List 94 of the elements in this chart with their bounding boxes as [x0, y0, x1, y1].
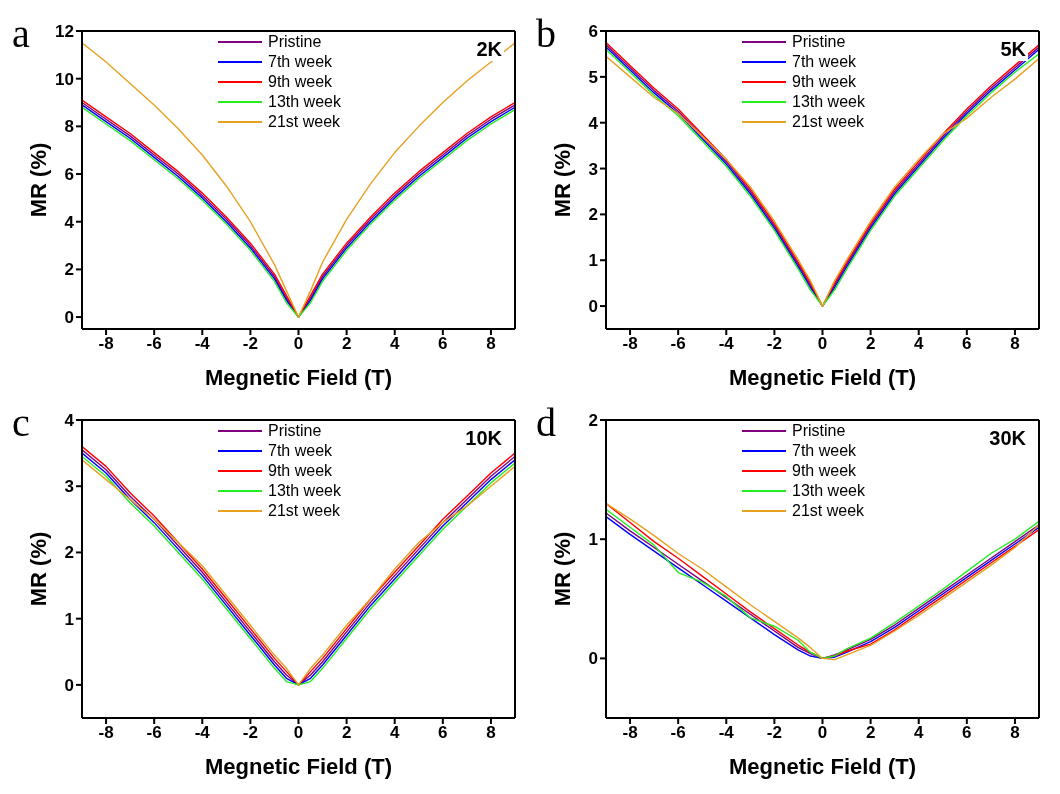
chart-title: b — [536, 11, 556, 56]
x-tick-label: 8 — [486, 334, 496, 354]
legend-label: 9th week — [792, 462, 857, 480]
x-tick-label: 4 — [389, 334, 400, 354]
x-tick-label: 6 — [438, 723, 448, 743]
y-tick-label: 3 — [64, 477, 74, 497]
legend-label: 13th week — [792, 93, 865, 111]
y-axis-title: MR (%) — [25, 142, 51, 218]
legend-label: 13th week — [792, 482, 865, 500]
annotation: 5K — [998, 38, 1028, 61]
x-axis-title: Megnetic Field (T) — [205, 365, 392, 390]
legend-label: Pristine — [268, 33, 322, 51]
x-axis-title: Megnetic Field (T) — [205, 754, 392, 779]
x-tick-label: -2 — [242, 334, 258, 354]
x-tick-label: -4 — [718, 334, 735, 354]
legend-label: Pristine — [792, 33, 846, 51]
y-tick-label: 5 — [588, 67, 598, 87]
chart-title: a — [12, 11, 30, 56]
legend-label: Pristine — [268, 422, 322, 440]
y-axis-title: MR (%) — [549, 531, 575, 607]
legend-label: 9th week — [268, 73, 333, 91]
y-tick-label: 2 — [588, 411, 598, 431]
x-tick-label: 0 — [293, 334, 304, 354]
y-tick-label: 1 — [588, 530, 598, 550]
y-tick-label: 1 — [64, 609, 74, 629]
legend-label: 9th week — [792, 73, 857, 91]
legend-label: 13th week — [268, 93, 341, 111]
y-axis-title: MR (%) — [25, 531, 51, 607]
x-tick-label: 8 — [486, 723, 496, 743]
x-tick-label: 2 — [341, 723, 352, 743]
x-axis-title: Megnetic Field (T) — [729, 754, 916, 779]
x-tick-label: 0 — [817, 723, 828, 743]
legend-label: 21st week — [268, 113, 341, 131]
x-tick-label: 4 — [913, 334, 924, 354]
chart-title: d — [536, 400, 556, 445]
x-tick-label: 2 — [341, 334, 352, 354]
legend-label: 9th week — [268, 462, 333, 480]
x-tick-label: -8 — [622, 723, 638, 743]
x-axis-title: Megnetic Field (T) — [729, 365, 916, 390]
x-tick-label: 4 — [913, 723, 924, 743]
y-tick-label: 2 — [588, 205, 598, 225]
x-tick-label: -6 — [670, 723, 686, 743]
chart-title: c — [12, 400, 30, 445]
x-tick-label: 0 — [293, 723, 304, 743]
legend-label: 21st week — [792, 502, 865, 520]
y-tick-label: 6 — [64, 165, 74, 185]
y-tick-label: 4 — [588, 113, 599, 133]
x-tick-label: -2 — [766, 723, 782, 743]
x-tick-label: -2 — [242, 723, 258, 743]
x-tick-label: -6 — [146, 334, 162, 354]
x-tick-label: -8 — [622, 334, 638, 354]
y-tick-label: 0 — [588, 649, 598, 669]
y-tick-label: 8 — [64, 117, 74, 137]
legend-label: 13th week — [268, 482, 341, 500]
x-tick-label: 2 — [865, 723, 876, 743]
legend-label: 21st week — [268, 502, 341, 520]
y-tick-label: 10 — [55, 69, 74, 89]
x-tick-label: -4 — [718, 723, 735, 743]
legend-label: 7th week — [268, 53, 333, 71]
annotation: 10K — [463, 427, 504, 450]
x-tick-label: 8 — [1010, 723, 1020, 743]
y-axis-title: MR (%) — [549, 142, 575, 218]
x-tick-label: 6 — [962, 334, 972, 354]
legend-label: Pristine — [792, 422, 846, 440]
y-tick-label: 4 — [64, 212, 75, 232]
legend-label: 7th week — [792, 442, 857, 460]
y-tick-label: 1 — [588, 251, 598, 271]
legend-label: 21st week — [792, 113, 865, 131]
y-tick-label: 0 — [64, 675, 74, 695]
x-tick-label: -8 — [98, 723, 114, 743]
annotation: 30K — [987, 427, 1028, 450]
y-tick-label: 0 — [64, 308, 74, 328]
y-tick-label: 6 — [588, 22, 598, 42]
y-tick-label: 2 — [64, 260, 74, 280]
x-tick-label: -4 — [194, 334, 211, 354]
annotation: 2K — [474, 38, 504, 61]
x-tick-label: 6 — [438, 334, 448, 354]
x-tick-label: -6 — [670, 334, 686, 354]
x-tick-label: 0 — [817, 334, 828, 354]
y-tick-label: 0 — [588, 297, 598, 317]
y-tick-label: 12 — [55, 22, 74, 42]
x-tick-label: 6 — [962, 723, 972, 743]
x-tick-label: -2 — [766, 334, 782, 354]
y-tick-label: 2 — [64, 543, 74, 563]
y-tick-label: 4 — [64, 411, 75, 431]
x-tick-label: -4 — [194, 723, 211, 743]
legend-label: 7th week — [792, 53, 857, 71]
x-tick-label: 8 — [1010, 334, 1020, 354]
x-tick-label: 4 — [389, 723, 400, 743]
x-tick-label: -6 — [146, 723, 162, 743]
y-tick-label: 3 — [588, 159, 598, 179]
x-tick-label: 2 — [865, 334, 876, 354]
x-tick-label: -8 — [98, 334, 114, 354]
legend-label: 7th week — [268, 442, 333, 460]
